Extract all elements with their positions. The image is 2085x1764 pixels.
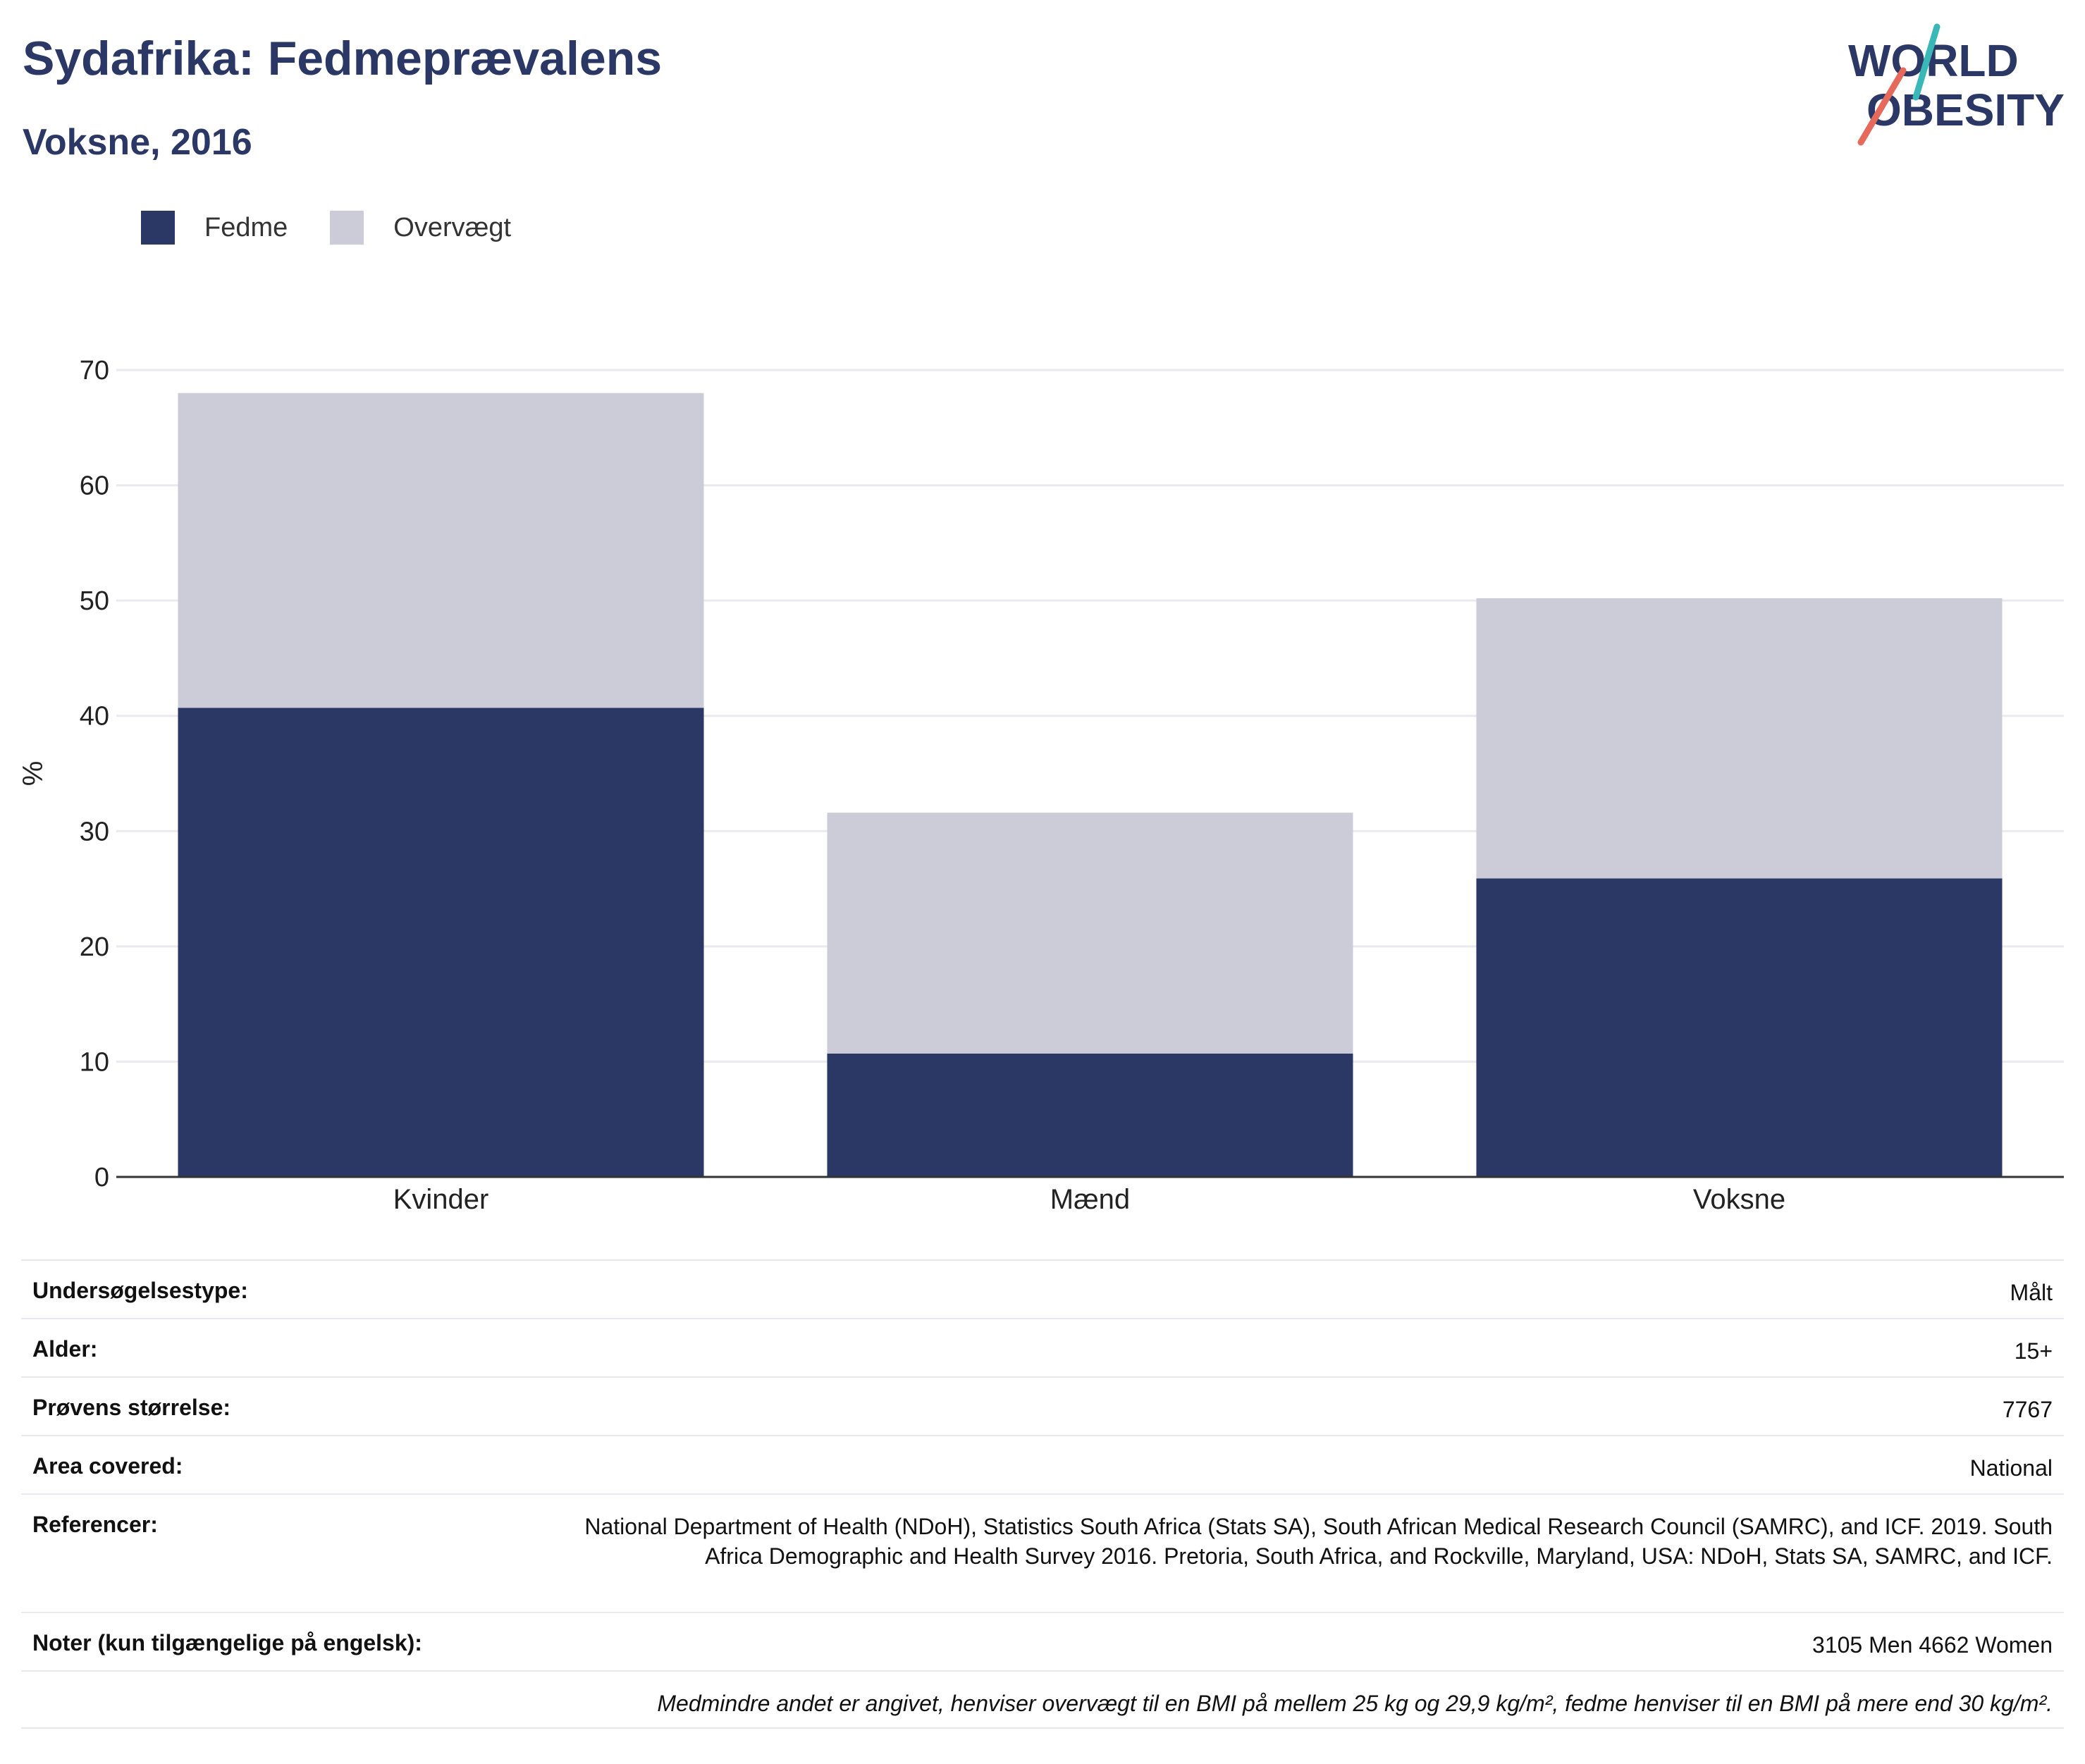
y-tick-label: 70	[80, 356, 109, 386]
detail-value: 7767	[2002, 1397, 2053, 1422]
detail-label: Prøvens størrelse:	[32, 1395, 231, 1420]
y-tick-label: 10	[80, 1047, 109, 1077]
x-tick-label: Kvinder	[393, 1184, 489, 1215]
detail-value: 3105 Men 4662 Women	[1812, 1632, 2053, 1658]
legend-swatch-obesity	[141, 211, 175, 245]
stacked-bar-chart: 0 10 20 30 40 50 60 70% Kvinder Mænd Voksne	[18, 356, 2064, 1215]
x-tick-label: Mænd	[1050, 1184, 1130, 1215]
y-tick-label: 30	[80, 817, 109, 846]
legend-item-overweight[interactable]: Overvægt	[330, 211, 511, 245]
detail-row-survey-type: Undersøgelsestype: Målt	[21, 1259, 2064, 1318]
bar-obesity-3	[1476, 878, 2003, 1177]
detail-value: 15+	[2014, 1338, 2053, 1364]
bar-obesity-1	[178, 708, 704, 1177]
logo-slash-coral	[1857, 67, 1907, 146]
details-table: Undersøgelsestype: Målt Alder: 15+ Prøve…	[21, 1259, 2064, 1729]
y-tick-label: 40	[80, 702, 109, 732]
y-tick-label: 60	[80, 471, 109, 501]
y-tick-label: 0	[94, 1163, 109, 1192]
legend-label-obesity: Fedme	[204, 212, 288, 242]
detail-label: Area covered:	[32, 1453, 183, 1479]
detail-row-notes: Noter (kun tilgængelige på engelsk): 310…	[21, 1612, 2064, 1670]
detail-label: Alder:	[32, 1336, 98, 1362]
detail-row-footnote: Medmindre andet er angivet, henviser ove…	[21, 1670, 2064, 1729]
chart-title: Sydafrika: Fedmeprævalens	[23, 32, 663, 85]
legend-label-overweight: Overvægt	[393, 212, 512, 242]
detail-value: National Department of Health (NDoH), St…	[584, 1514, 2053, 1569]
detail-label: Noter (kun tilgængelige på engelsk):	[32, 1630, 422, 1655]
legend-item-obesity[interactable]: Fedme	[141, 211, 288, 245]
bar-overweight-1	[178, 393, 704, 708]
legend-swatch-overweight	[330, 211, 364, 245]
detail-row-age: Alder: 15+	[21, 1318, 2064, 1376]
footnote: Medmindre andet er angivet, henviser ove…	[657, 1691, 2053, 1716]
detail-row-references: Referencer: National Department of Healt…	[21, 1493, 2064, 1612]
bar-overweight-3	[1476, 598, 2003, 879]
detail-row-area: Area covered: National	[21, 1435, 2064, 1493]
y-tick-label: 20	[80, 932, 109, 962]
world-obesity-logo: WORLD OBESITY	[1848, 23, 2065, 146]
detail-label: Undersøgelsestype:	[32, 1278, 248, 1303]
legend: Fedme Overvægt	[141, 210, 553, 245]
x-tick-label: Voksne	[1693, 1184, 1785, 1215]
y-tick-label: 50	[80, 586, 109, 616]
logo-slash-teal	[1912, 23, 1941, 101]
y-axis-label: %	[18, 761, 49, 787]
bar-obesity-2	[827, 1053, 1353, 1177]
detail-label: Referencer:	[32, 1512, 158, 1537]
detail-value: Målt	[2010, 1280, 2053, 1305]
chart-subtitle: Voksne, 2016	[23, 122, 252, 163]
logo-line2: OBESITY	[1866, 85, 2065, 135]
detail-value: National	[1969, 1455, 2053, 1481]
detail-row-sample-size: Prøvens størrelse: 7767	[21, 1376, 2064, 1435]
bar-overweight-2	[827, 813, 1353, 1054]
